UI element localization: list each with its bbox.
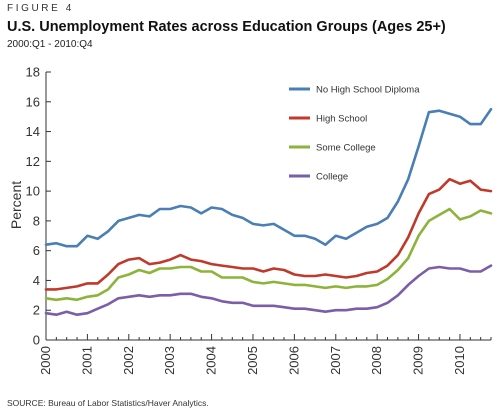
x-tick-label: 2010 xyxy=(452,346,467,375)
y-tick-label: 2 xyxy=(33,303,40,318)
series-line-some-college xyxy=(44,207,493,302)
x-tick-label: 2004 xyxy=(204,346,219,375)
y-tick-label: 0 xyxy=(33,333,40,348)
x-tick-label: 2003 xyxy=(162,346,177,375)
y-tick-label: 6 xyxy=(33,243,40,258)
y-tick-label: 14 xyxy=(26,124,40,139)
series-line-college xyxy=(44,264,493,316)
x-tick-label: 2005 xyxy=(245,346,260,375)
legend-label: Some College xyxy=(316,143,376,154)
series-line-no-high-school-diploma xyxy=(44,107,493,248)
figure-label: FIGURE 4 xyxy=(7,3,74,14)
x-tick-label: 2006 xyxy=(286,346,301,375)
y-tick-label: 4 xyxy=(33,273,40,288)
x-tick-label: 2000 xyxy=(38,346,53,375)
chart-series-lines xyxy=(44,107,493,316)
chart-subtitle: 2000:Q1 - 2010:Q4 xyxy=(7,39,93,50)
x-tick-label: 2007 xyxy=(328,346,343,375)
x-tick-label: 2001 xyxy=(79,346,94,375)
y-tick-label: 8 xyxy=(33,213,40,228)
x-tick-label: 2002 xyxy=(121,346,136,375)
legend-label: College xyxy=(316,172,348,183)
y-tick-label: 18 xyxy=(26,65,40,80)
y-tick-label: 10 xyxy=(26,184,40,199)
legend-label: No High School Diploma xyxy=(316,85,420,96)
x-tick-label: 2009 xyxy=(411,346,426,375)
legend-label: High School xyxy=(316,114,367,125)
y-tick-label: 12 xyxy=(26,154,40,169)
x-tick-label: 2008 xyxy=(369,346,384,375)
source-note: SOURCE: Bureau of Labor Statistics/Haver… xyxy=(7,398,209,408)
y-axis-label: Percent xyxy=(8,181,24,229)
y-tick-label: 16 xyxy=(26,94,40,109)
chart-title: U.S. Unemployment Rates across Education… xyxy=(7,19,446,35)
series-line-high-school xyxy=(44,177,493,291)
chart-axes: 0 2 4 6 8 10 12 14 16 18 2000 2001 2002 2003 2004 2005 2… xyxy=(26,65,492,375)
chart-legend: No High School Diploma High School Some Co… xyxy=(289,85,420,183)
